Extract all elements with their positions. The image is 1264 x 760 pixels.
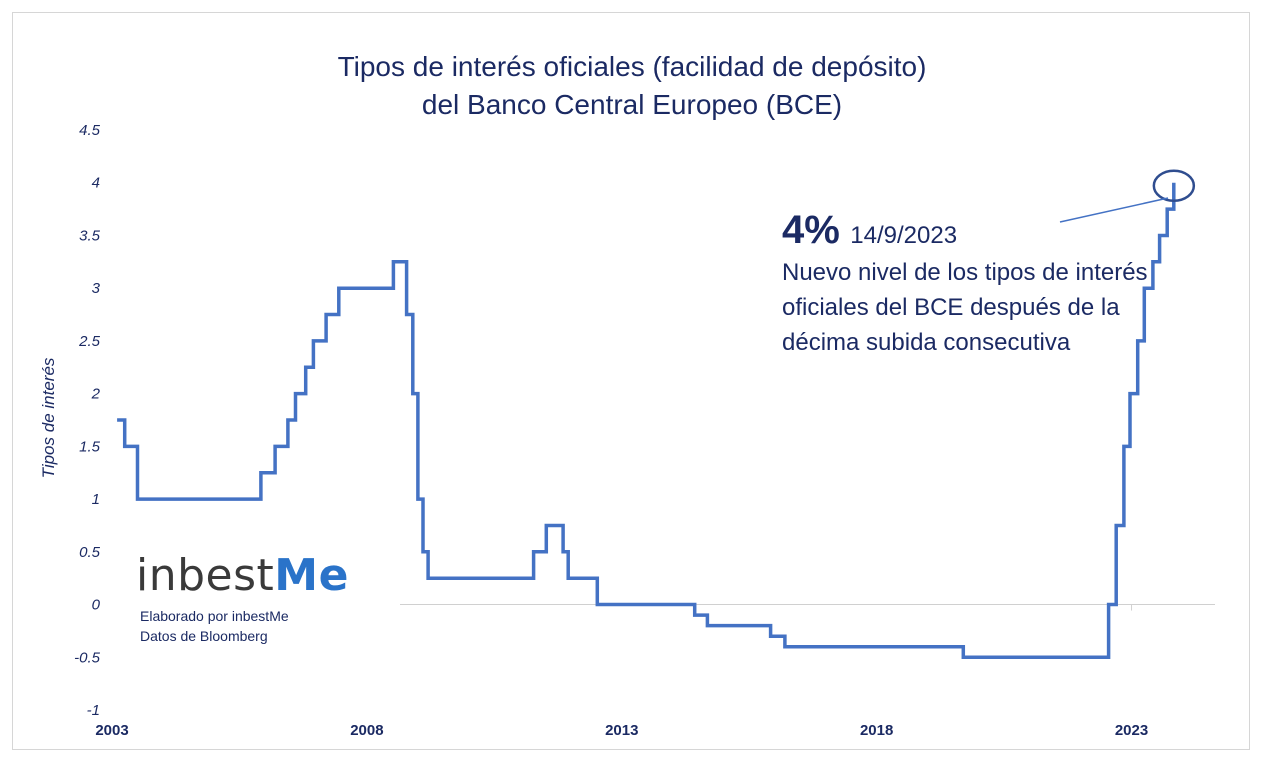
chart-title-line1: Tipos de interés oficiales (facilidad de…: [337, 51, 927, 82]
chart-title-line2: del Banco Central Europeo (BCE): [421, 89, 843, 120]
y-tick-label: 1: [92, 491, 100, 508]
x-tick-label: 2008: [350, 722, 383, 739]
highlight-circle: [1152, 169, 1196, 202]
y-tick-label: 0: [92, 597, 101, 614]
y-tick-label: 3: [92, 280, 101, 297]
logo-text-accent: Me: [274, 550, 349, 601]
y-tick-label: -1: [87, 702, 100, 719]
annotation-text: Nuevo nivel de los tipos de interés ofic…: [782, 259, 1148, 356]
y-tick-label: 1.5: [79, 438, 101, 455]
credit-line-author: Elaborado por inbestMe: [140, 608, 289, 624]
credit-line-source: Datos de Bloomberg: [140, 628, 268, 644]
logo-text-main: inbest: [136, 550, 275, 601]
chart-title: Tipos de interés oficiales (facilidad de…: [0, 48, 1264, 124]
x-tick-label: 2013: [605, 722, 638, 739]
x-tick-label: 2003: [95, 722, 128, 739]
y-tick-label: 0.5: [79, 544, 101, 561]
y-tick-label: 4: [92, 175, 100, 192]
annotation-pointer-line: [1059, 197, 1169, 223]
x-axis-ticks: 2003 2008 2013 2018 2023: [95, 722, 1148, 739]
y-tick-label: -0.5: [74, 649, 101, 666]
y-tick-label: 3.5: [79, 227, 101, 244]
annotation-date: 14/9/2023: [850, 222, 958, 249]
inbestme-logo: inbestMe: [136, 550, 349, 601]
series-line-deposit-rate: [117, 182, 1176, 660]
y-tick-label: 2.5: [78, 333, 101, 350]
y-axis-label: Tipos de interés: [39, 357, 58, 478]
chart-frame: [12, 12, 1250, 750]
y-axis-ticks: 4.5 4 3.5 3 2.5 2 1.5 1 0.5 0 -0.5 -1: [74, 122, 101, 719]
annotation-box: 4% 14/9/2023 Nuevo nivel de los tipos de…: [782, 208, 1202, 360]
annotation-value: 4%: [782, 208, 840, 252]
x-tick-label: 2023: [1115, 722, 1148, 739]
y-tick-label: 4.5: [79, 122, 101, 139]
credits: Elaborado por inbestMe Datos de Bloomber…: [140, 606, 289, 646]
x-tick-label: 2018: [860, 722, 893, 739]
y-tick-label: 2: [91, 386, 101, 403]
